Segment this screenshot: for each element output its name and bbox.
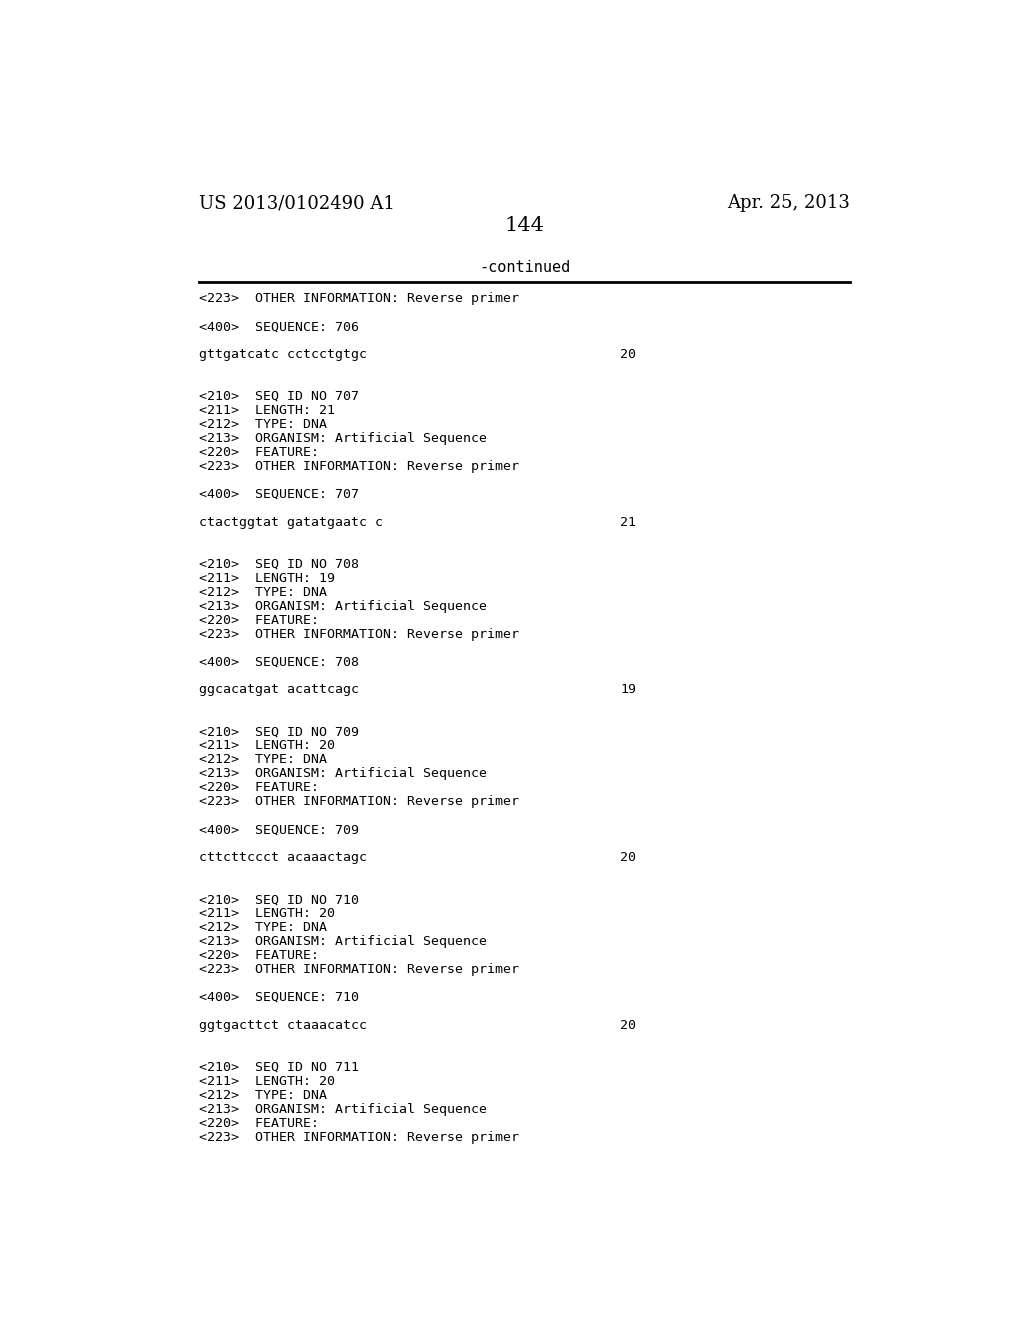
- Text: <220>  FEATURE:: <220> FEATURE:: [200, 1117, 319, 1130]
- Text: <400>  SEQUENCE: 706: <400> SEQUENCE: 706: [200, 321, 359, 333]
- Text: US 2013/0102490 A1: US 2013/0102490 A1: [200, 194, 395, 213]
- Text: 20: 20: [620, 851, 636, 865]
- Text: <210>  SEQ ID NO 711: <210> SEQ ID NO 711: [200, 1061, 359, 1073]
- Text: <400>  SEQUENCE: 708: <400> SEQUENCE: 708: [200, 656, 359, 668]
- Text: <223>  OTHER INFORMATION: Reverse primer: <223> OTHER INFORMATION: Reverse primer: [200, 795, 519, 808]
- Text: <211>  LENGTH: 20: <211> LENGTH: 20: [200, 907, 336, 920]
- Text: 21: 21: [620, 516, 636, 529]
- Text: <213>  ORGANISM: Artificial Sequence: <213> ORGANISM: Artificial Sequence: [200, 1102, 487, 1115]
- Text: <211>  LENGTH: 20: <211> LENGTH: 20: [200, 1074, 336, 1088]
- Text: <400>  SEQUENCE: 707: <400> SEQUENCE: 707: [200, 488, 359, 500]
- Text: <210>  SEQ ID NO 709: <210> SEQ ID NO 709: [200, 726, 359, 738]
- Text: <212>  TYPE: DNA: <212> TYPE: DNA: [200, 586, 328, 599]
- Text: <223>  OTHER INFORMATION: Reverse primer: <223> OTHER INFORMATION: Reverse primer: [200, 1131, 519, 1143]
- Text: <220>  FEATURE:: <220> FEATURE:: [200, 781, 319, 795]
- Text: <223>  OTHER INFORMATION: Reverse primer: <223> OTHER INFORMATION: Reverse primer: [200, 964, 519, 975]
- Text: <210>  SEQ ID NO 708: <210> SEQ ID NO 708: [200, 557, 359, 570]
- Text: 144: 144: [505, 216, 545, 235]
- Text: <212>  TYPE: DNA: <212> TYPE: DNA: [200, 418, 328, 430]
- Text: <223>  OTHER INFORMATION: Reverse primer: <223> OTHER INFORMATION: Reverse primer: [200, 292, 519, 305]
- Text: cttcttccct acaaactagc: cttcttccct acaaactagc: [200, 851, 368, 865]
- Text: <213>  ORGANISM: Artificial Sequence: <213> ORGANISM: Artificial Sequence: [200, 935, 487, 948]
- Text: ggcacatgat acattcagc: ggcacatgat acattcagc: [200, 684, 359, 697]
- Text: ctactggtat gatatgaatc c: ctactggtat gatatgaatc c: [200, 516, 383, 529]
- Text: <400>  SEQUENCE: 710: <400> SEQUENCE: 710: [200, 991, 359, 1005]
- Text: <212>  TYPE: DNA: <212> TYPE: DNA: [200, 921, 328, 935]
- Text: 20: 20: [620, 1019, 636, 1032]
- Text: <220>  FEATURE:: <220> FEATURE:: [200, 614, 319, 627]
- Text: <220>  FEATURE:: <220> FEATURE:: [200, 446, 319, 459]
- Text: <211>  LENGTH: 19: <211> LENGTH: 19: [200, 572, 336, 585]
- Text: <213>  ORGANISM: Artificial Sequence: <213> ORGANISM: Artificial Sequence: [200, 767, 487, 780]
- Text: 19: 19: [620, 684, 636, 697]
- Text: <210>  SEQ ID NO 707: <210> SEQ ID NO 707: [200, 389, 359, 403]
- Text: -continued: -continued: [479, 260, 570, 275]
- Text: <400>  SEQUENCE: 709: <400> SEQUENCE: 709: [200, 824, 359, 837]
- Text: <212>  TYPE: DNA: <212> TYPE: DNA: [200, 754, 328, 767]
- Text: <223>  OTHER INFORMATION: Reverse primer: <223> OTHER INFORMATION: Reverse primer: [200, 459, 519, 473]
- Text: <211>  LENGTH: 20: <211> LENGTH: 20: [200, 739, 336, 752]
- Text: Apr. 25, 2013: Apr. 25, 2013: [727, 194, 850, 213]
- Text: 20: 20: [620, 348, 636, 362]
- Text: <223>  OTHER INFORMATION: Reverse primer: <223> OTHER INFORMATION: Reverse primer: [200, 627, 519, 640]
- Text: <211>  LENGTH: 21: <211> LENGTH: 21: [200, 404, 336, 417]
- Text: ggtgacttct ctaaacatcc: ggtgacttct ctaaacatcc: [200, 1019, 368, 1032]
- Text: <213>  ORGANISM: Artificial Sequence: <213> ORGANISM: Artificial Sequence: [200, 599, 487, 612]
- Text: gttgatcatc cctcctgtgc: gttgatcatc cctcctgtgc: [200, 348, 368, 362]
- Text: <210>  SEQ ID NO 710: <210> SEQ ID NO 710: [200, 894, 359, 906]
- Text: <213>  ORGANISM: Artificial Sequence: <213> ORGANISM: Artificial Sequence: [200, 432, 487, 445]
- Text: <220>  FEATURE:: <220> FEATURE:: [200, 949, 319, 962]
- Text: <212>  TYPE: DNA: <212> TYPE: DNA: [200, 1089, 328, 1102]
